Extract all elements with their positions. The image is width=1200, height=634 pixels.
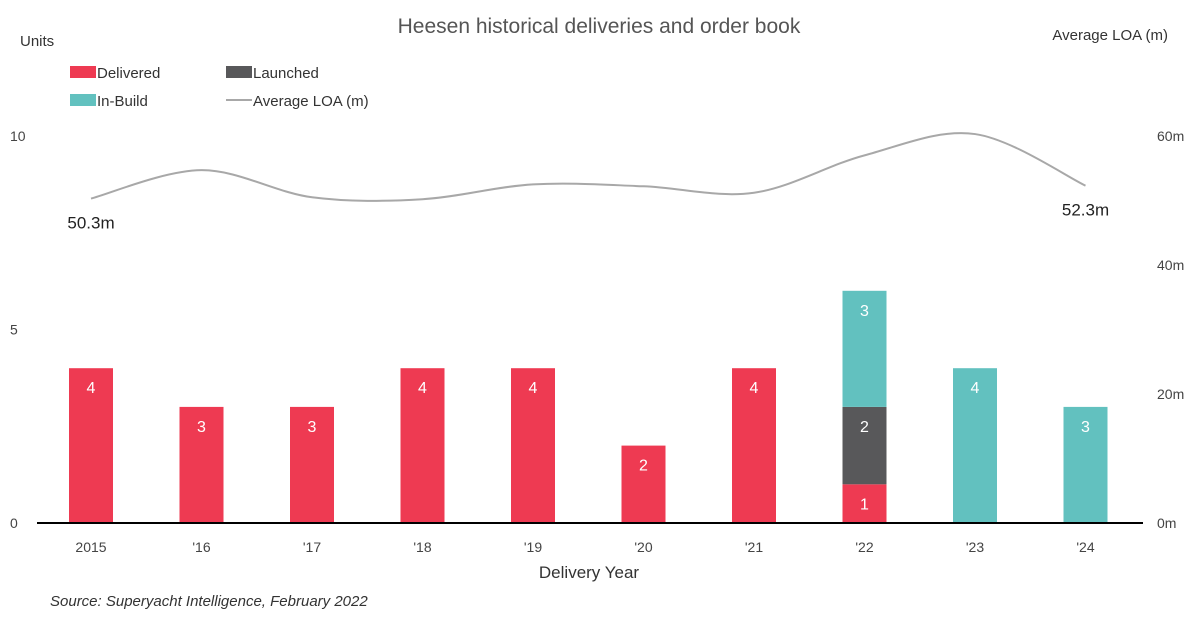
average-loa-line [90,132,1086,202]
bar-delivered-0 [69,368,113,523]
bar-delivered-3 [400,368,445,523]
x-tick-label: '17 [303,539,321,555]
legend-swatch-delivered [70,66,96,78]
bar-value-label: 3 [860,303,869,320]
bar-value-label: 4 [529,380,538,397]
x-tick-label: '21 [745,539,763,555]
bar-in-build-7 [842,290,887,407]
bar-value-label: 2 [860,419,869,436]
legend-label-in-build: In-Build [97,93,148,110]
legend-swatch-launched [226,66,252,78]
bar-value-label: 4 [87,380,96,397]
y-tick-label: 10 [10,128,26,144]
legend-swatch-in-build [70,94,96,106]
bar-delivered-5 [621,445,666,523]
y-tick-label: 5 [10,322,18,338]
y-axis-title: Units [20,33,54,50]
bar-value-label: 1 [860,496,869,513]
legend-label-delivered: Delivered [97,65,160,82]
bar-value-label: 4 [971,380,980,397]
average-loa-labels: 50.3m 52.3m [67,201,1109,233]
bar-in-build-8 [953,368,997,523]
y-axis-ticks: 0 5 10 [10,128,26,531]
bar-in-build-9 [1063,406,1108,523]
bar-delivered-2 [290,406,334,523]
bar-value-label: 3 [1081,419,1090,436]
y2-axis-ticks: 0m 20m 40m 60m [1157,128,1184,531]
x-tick-label: '24 [1076,539,1094,555]
average-loa-value-label: 50.3m [67,214,114,233]
average-loa-value-label: 52.3m [1062,201,1109,220]
bar-delivered-4 [511,368,555,523]
x-tick-label: '20 [634,539,652,555]
y2-tick-label: 0m [1157,515,1176,531]
legend-label-launched: Launched [253,65,319,82]
bar-value-label: 3 [197,419,206,436]
bar-delivered-7 [842,484,887,523]
y2-tick-label: 20m [1157,386,1184,402]
x-tick-label: '19 [524,539,542,555]
bar-delivered-6 [732,368,776,523]
x-tick-label: '22 [855,539,873,555]
x-tick-label: '16 [192,539,210,555]
bar-value-label: 2 [639,458,648,475]
x-axis-title: Delivery Year [539,563,640,582]
bar-value-label: 4 [750,380,759,397]
source-note: Source: Superyacht Intelligence, Februar… [50,593,368,610]
legend: Delivered Launched In-Build Average LOA … [70,65,369,110]
bars: 4 3 3 4 4 2 4 1 2 3 4 3 [69,290,1108,523]
y2-tick-label: 60m [1157,128,1184,144]
x-axis-ticks: 2015 '16 '17 '18 '19 '20 '21 '22 '23 '24 [75,539,1094,555]
bar-value-label: 3 [308,419,317,436]
chart-title: Heesen historical deliveries and order b… [398,15,801,38]
bar-launched-7 [842,406,887,485]
y2-axis-title: Average LOA (m) [1052,27,1168,44]
x-tick-label: '18 [413,539,431,555]
legend-label-average-loa: Average LOA (m) [253,93,369,110]
bar-delivered-1 [179,406,224,523]
y-tick-label: 0 [10,515,18,531]
x-tick-label: '23 [966,539,984,555]
bar-value-label: 4 [418,380,427,397]
x-tick-label: 2015 [75,539,106,555]
y2-tick-label: 40m [1157,257,1184,273]
